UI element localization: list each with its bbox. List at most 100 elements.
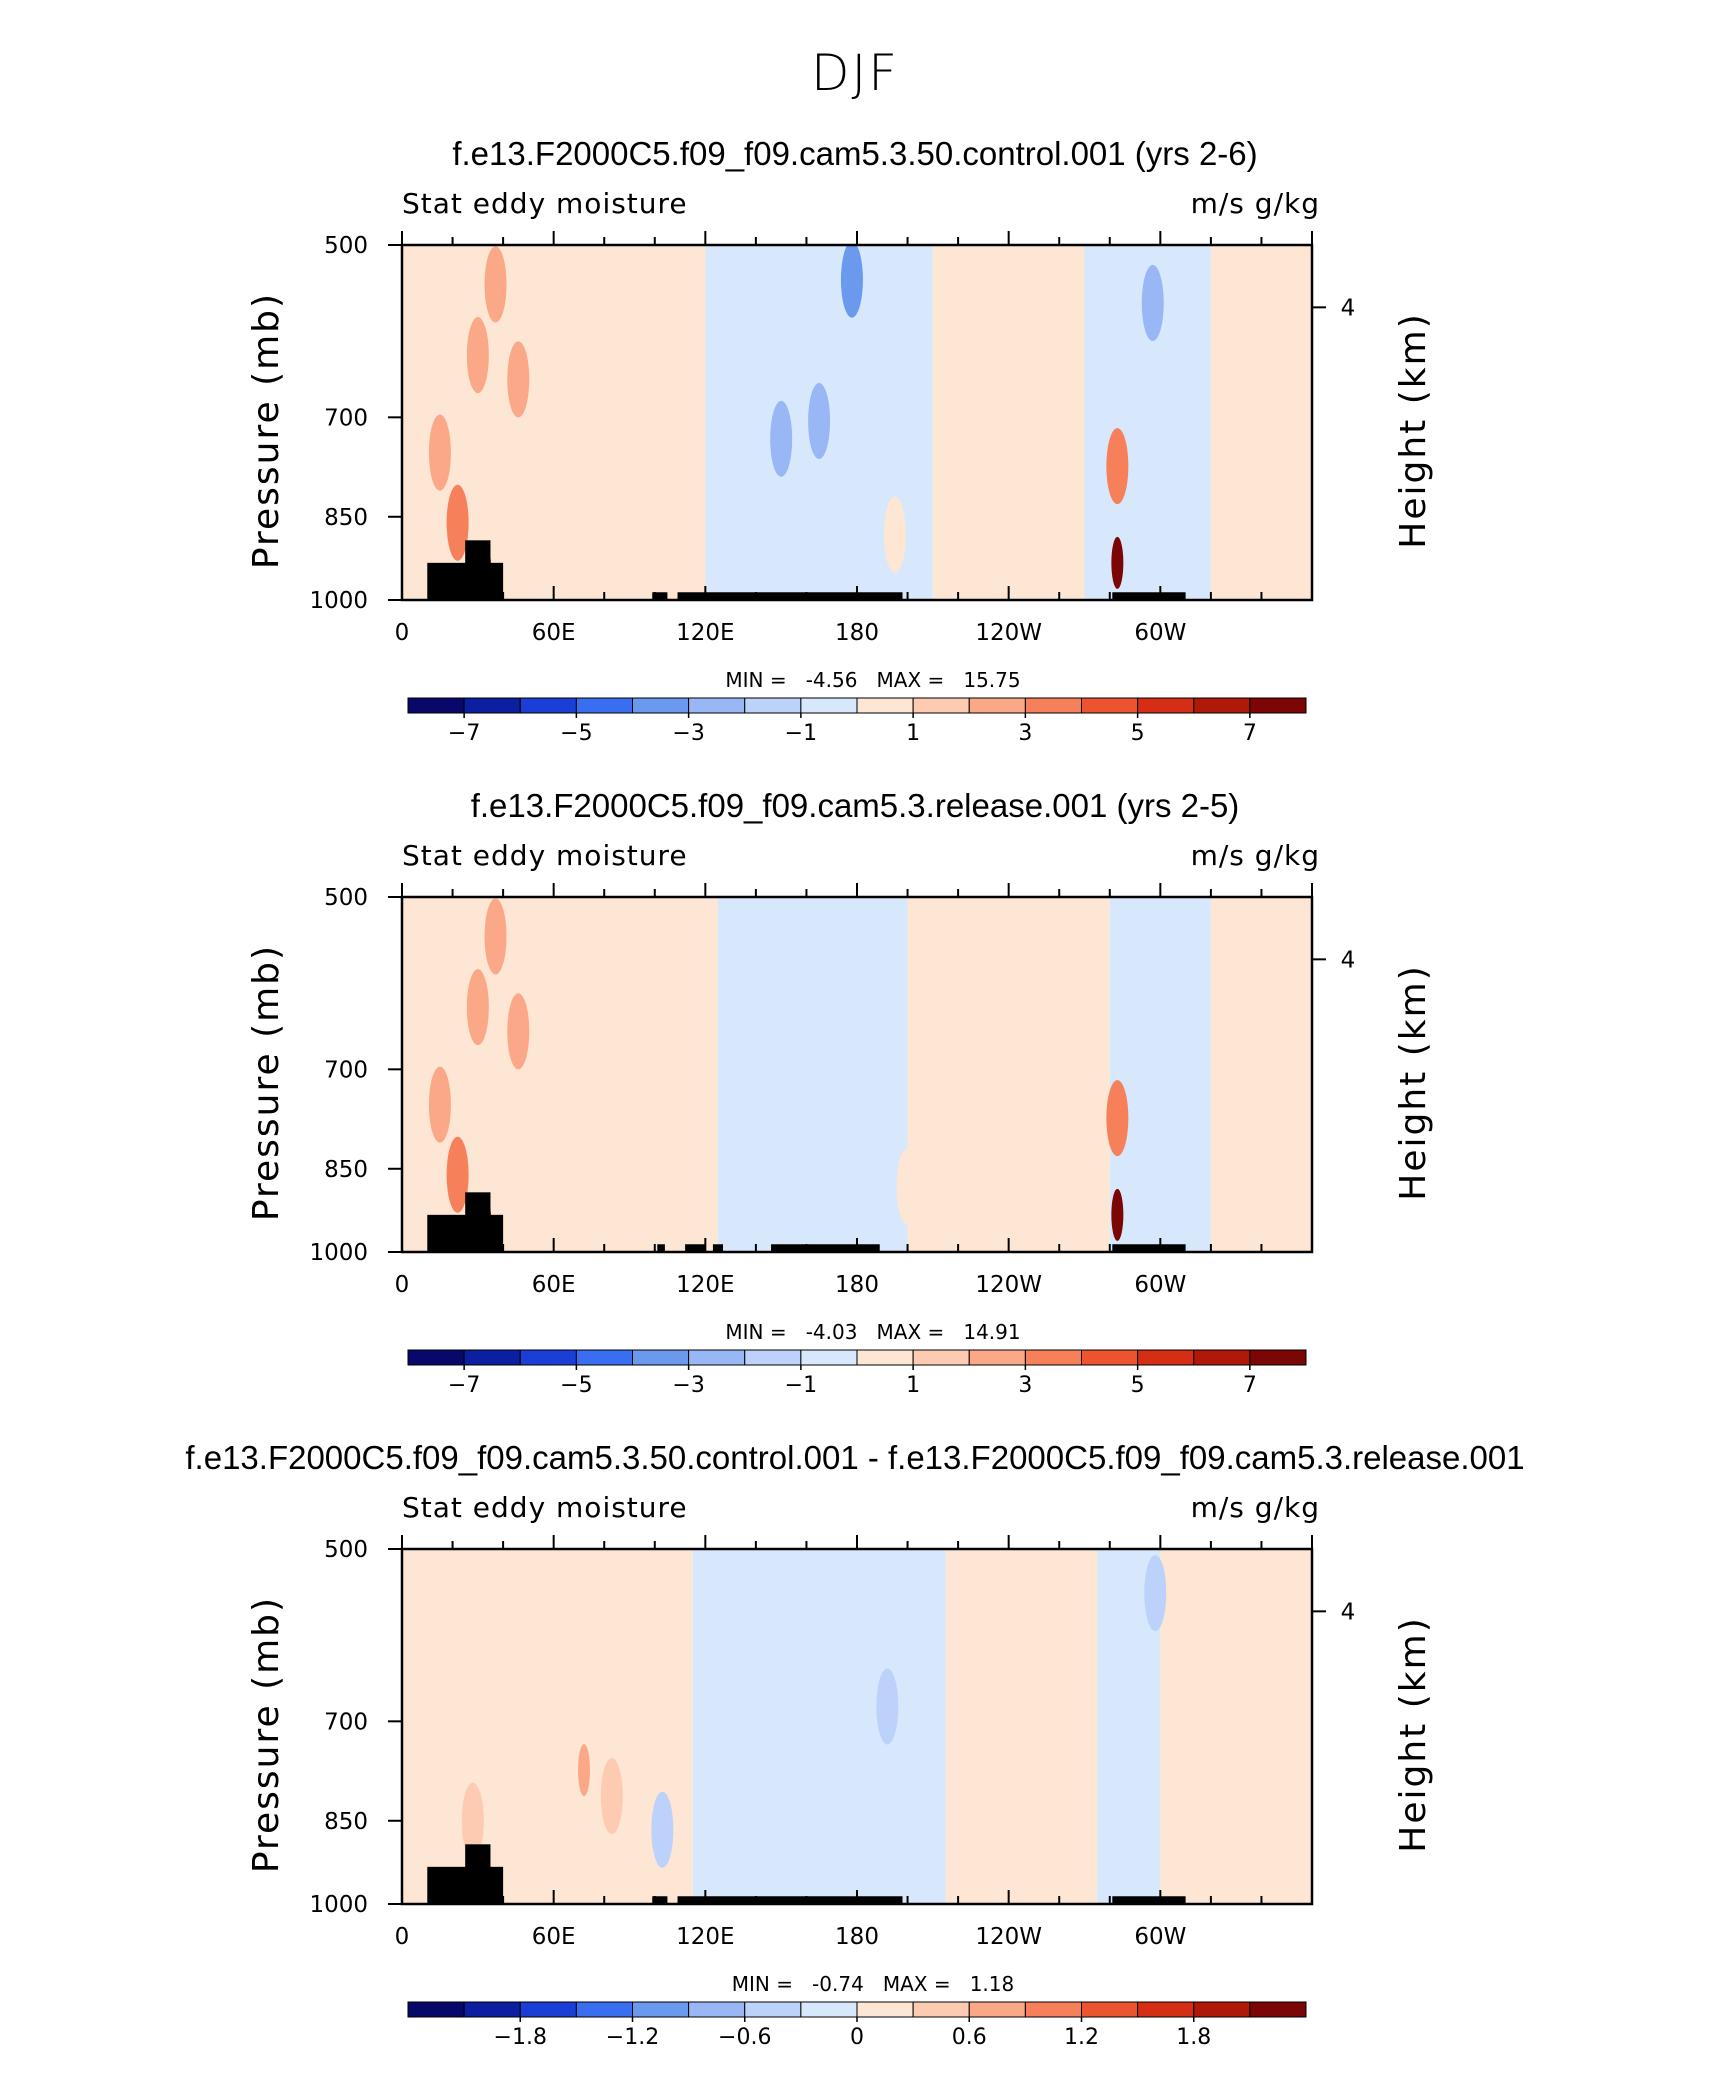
y-tick-label: 700 xyxy=(324,405,368,431)
field-band xyxy=(1160,1549,1312,1904)
colorbar-box xyxy=(688,1349,746,1366)
field-feature xyxy=(883,496,906,573)
colorbar-box xyxy=(1249,697,1307,714)
topography-mask xyxy=(652,592,668,600)
y-tick-label: 1000 xyxy=(309,588,368,614)
colorbar-box xyxy=(856,1349,914,1366)
x-tick-label: 0 xyxy=(395,620,410,646)
y-tick-label: 850 xyxy=(324,505,368,531)
colorbar-box xyxy=(1024,697,1082,714)
colorbar-box xyxy=(1193,1349,1251,1366)
field-feature xyxy=(651,1791,674,1868)
colorbar-box xyxy=(632,2001,690,2018)
field-feature xyxy=(507,993,530,1070)
x-tick-label: 120E xyxy=(676,1272,734,1298)
x-tick-label: 120W xyxy=(975,1924,1042,1950)
panel-title: f.e13.F2000C5.f09_f09.cam5.3.50.control.… xyxy=(185,1439,1525,1476)
right-y-tick-label: 4 xyxy=(1341,295,1356,321)
y-tick-label: 500 xyxy=(324,233,368,259)
field-feature xyxy=(428,1066,451,1143)
colorbar-label: 1 xyxy=(906,721,920,746)
field-band xyxy=(945,1549,1098,1904)
topography-mask xyxy=(712,1244,724,1252)
colorbar-label: 5 xyxy=(1131,721,1145,746)
field-feature xyxy=(770,400,793,477)
panel-control: f.e13.F2000C5.f09_f09.cam5.3.50.control.… xyxy=(0,135,1710,785)
variable-label: Stat eddy moisture xyxy=(402,187,688,220)
field-feature xyxy=(466,969,489,1046)
field-feature xyxy=(446,1136,469,1213)
units-label: m/s g/kg xyxy=(1190,839,1320,872)
colorbar-box xyxy=(800,1349,858,1366)
heatmap-chart: 0 60E 120E 180 120W 60W 500 700 850 1000 4 Pressure… xyxy=(246,1535,1434,2050)
colorbar-box xyxy=(1024,1349,1082,1366)
x-tick-label: 60E xyxy=(532,1272,576,1298)
colorbar-box xyxy=(800,2001,858,2018)
heatmap-chart: 0 60E 120E 180 120W 60W 500 700 850 1000 4 Pressure… xyxy=(246,231,1434,746)
colorbar-box xyxy=(632,697,690,714)
colorbar-box xyxy=(1193,2001,1251,2018)
right-y-axis-title: Height (km) xyxy=(1393,964,1434,1200)
colorbar-box xyxy=(407,697,465,714)
field-feature xyxy=(992,287,1015,364)
field-feature xyxy=(578,1744,590,1797)
field-feature xyxy=(840,245,863,318)
y-axis-title: Pressure (mb) xyxy=(246,1596,287,1873)
colorbar-label: −5 xyxy=(560,1373,592,1398)
colorbar-box xyxy=(968,697,1026,714)
colorbar-box xyxy=(575,697,633,714)
colorbar-label: −7 xyxy=(448,721,480,746)
field-feature xyxy=(896,1148,919,1225)
colorbar-label: −7 xyxy=(448,1373,480,1398)
field-feature xyxy=(461,1782,484,1859)
colorbar-label: −1 xyxy=(785,1373,817,1398)
colorbar-box xyxy=(1193,697,1251,714)
x-tick-label: 180 xyxy=(835,620,879,646)
x-tick-label: 120W xyxy=(975,620,1042,646)
x-tick-label: 0 xyxy=(395,1924,410,1950)
topography-mask xyxy=(1112,1896,1186,1904)
field-feature xyxy=(466,317,489,394)
y-tick-label: 850 xyxy=(324,1809,368,1835)
field-band xyxy=(692,1549,946,1904)
y-axis-title: Pressure (mb) xyxy=(246,944,287,1221)
plot-area xyxy=(402,1549,1312,1904)
colorbar-label: 7 xyxy=(1243,721,1257,746)
colorbar-box xyxy=(744,2001,802,2018)
colorbar-box xyxy=(575,2001,633,2018)
x-tick-label: 60E xyxy=(532,1924,576,1950)
right-y-tick-label: 4 xyxy=(1341,947,1356,973)
x-tick-label: 120E xyxy=(676,620,734,646)
page-title: DJF xyxy=(810,44,899,102)
colorbar-box xyxy=(912,1349,970,1366)
topography-mask xyxy=(465,1192,491,1252)
colorbar-box xyxy=(407,1349,465,1366)
topography-mask xyxy=(677,592,903,600)
topography-mask xyxy=(685,1244,706,1252)
field-band xyxy=(1109,897,1211,1252)
colorbar-box xyxy=(1249,1349,1307,1366)
x-tick-label: 120W xyxy=(975,1272,1042,1298)
variable-label: Stat eddy moisture xyxy=(402,1491,688,1524)
units-label: m/s g/kg xyxy=(1190,1491,1320,1524)
colorbar-box xyxy=(1137,697,1195,714)
field-feature xyxy=(1106,1080,1129,1157)
colorbar-box xyxy=(1249,2001,1307,2018)
right-y-axis-title: Height (km) xyxy=(1393,312,1434,548)
heatmap-chart: 0 60E 120E 180 120W 60W 500 700 850 1000 4 Pressure… xyxy=(246,883,1434,1398)
colorbar-label: −1 xyxy=(785,721,817,746)
topography-mask xyxy=(657,1244,665,1252)
variable-label: Stat eddy moisture xyxy=(402,839,688,872)
topography-mask xyxy=(652,1896,668,1904)
y-axis-title: Pressure (mb) xyxy=(246,292,287,569)
colorbar-box xyxy=(1081,2001,1139,2018)
y-tick-label: 1000 xyxy=(309,1240,368,1266)
colorbar-box xyxy=(800,697,858,714)
y-tick-label: 1000 xyxy=(309,1892,368,1918)
field-band xyxy=(717,897,908,1252)
colorbar-box xyxy=(575,1349,633,1366)
topography-mask xyxy=(1112,1244,1186,1252)
x-tick-label: 60W xyxy=(1134,620,1186,646)
colorbar-box xyxy=(1081,1349,1139,1366)
topography-mask xyxy=(1112,592,1186,600)
